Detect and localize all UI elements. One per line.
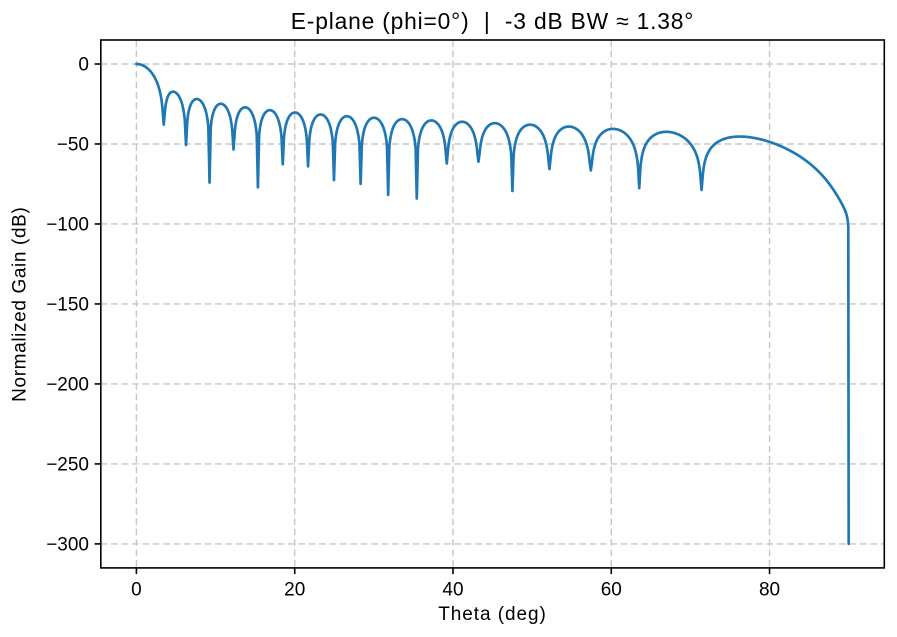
- svg-text:Theta (deg): Theta (deg): [438, 604, 547, 625]
- svg-text:Normalized Gain (dB): Normalized Gain (dB): [10, 207, 31, 402]
- svg-text:80: 80: [759, 580, 780, 601]
- svg-text:−200: −200: [46, 375, 89, 396]
- svg-text:0: 0: [78, 55, 89, 76]
- svg-text:−150: −150: [46, 295, 89, 316]
- svg-text:−250: −250: [46, 455, 89, 476]
- svg-text:−300: −300: [46, 535, 89, 556]
- svg-text:0: 0: [131, 580, 142, 601]
- svg-text:40: 40: [442, 580, 463, 601]
- svg-text:−100: −100: [46, 215, 89, 236]
- svg-text:20: 20: [284, 580, 305, 601]
- svg-text:E-plane (phi=0°) | -3 dB BW: E-plane (phi=0°) | -3 dB BW ≈ 1.38°: [291, 8, 694, 34]
- svg-text:−50: −50: [57, 135, 89, 156]
- svg-text:60: 60: [601, 580, 622, 601]
